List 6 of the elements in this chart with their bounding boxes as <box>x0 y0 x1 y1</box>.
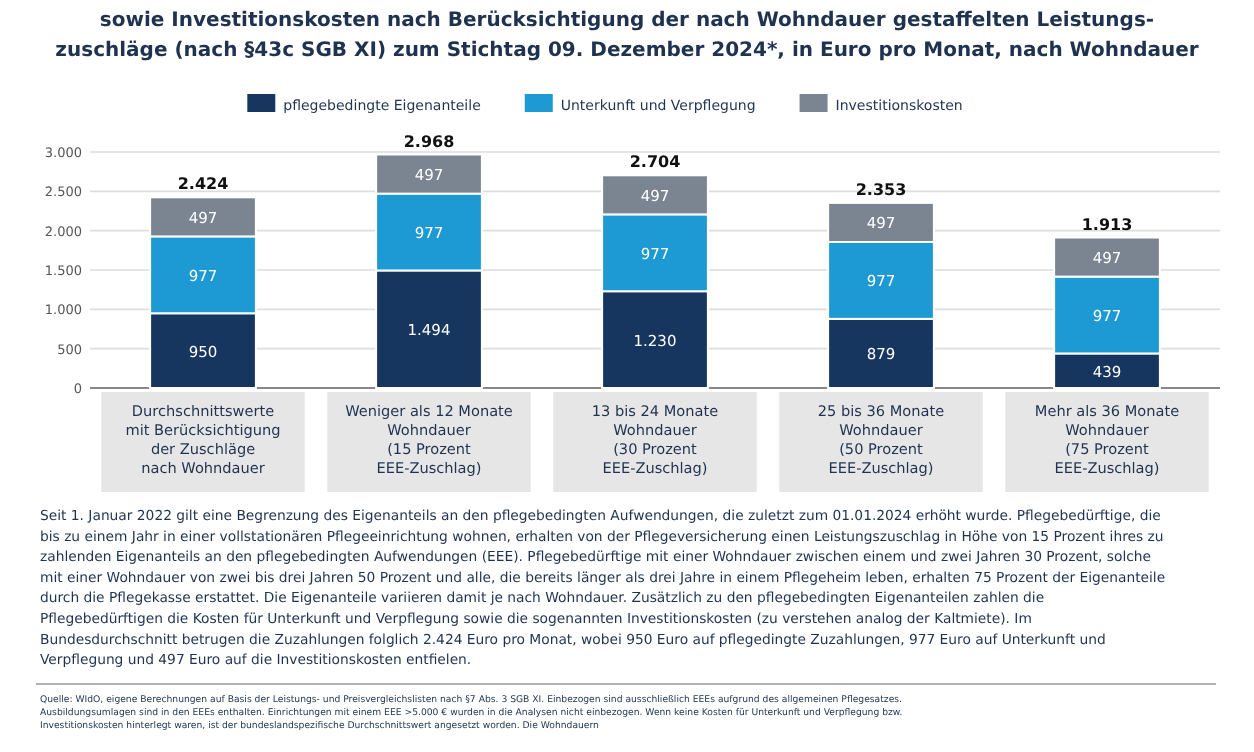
chart-title: sowie Investitionskosten nach Berücksichtigung der nach Wohndauer gestaffelten Leistungs- zuschläge (nach §43c SGB XI) zum Stichtag 09. Dezember 2024*, in Euro pro Monat, nach Wohndauer <box>55 10 1199 62</box>
total-label: 1.913 <box>1081 215 1133 234</box>
total-label: 2.704 <box>629 153 682 172</box>
total-label: 2.968 <box>403 132 456 151</box>
total-label: 2.353 <box>855 180 907 199</box>
total-label: 2.424 <box>177 175 230 194</box>
